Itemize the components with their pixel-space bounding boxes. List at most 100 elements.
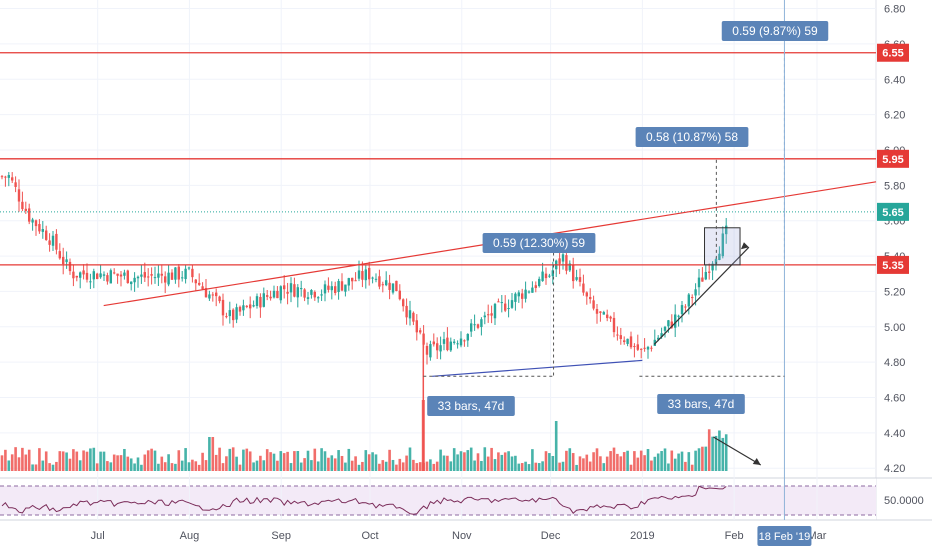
candle-body xyxy=(252,305,255,307)
volume-bar xyxy=(520,463,524,471)
volume-bar xyxy=(578,456,582,471)
candle-body xyxy=(653,339,656,346)
volume-bar xyxy=(398,458,402,471)
candle-body xyxy=(75,275,78,278)
volume-bar xyxy=(660,451,663,471)
volume-bar xyxy=(514,455,517,471)
candle-body xyxy=(259,296,262,308)
candle-body xyxy=(684,306,687,308)
candle-body xyxy=(62,256,65,265)
volume-bar xyxy=(405,455,408,471)
candle-body xyxy=(211,294,214,296)
candle-body xyxy=(208,294,211,299)
candle-body xyxy=(11,177,14,181)
candle-body xyxy=(351,277,354,282)
candle-body xyxy=(395,280,398,292)
volume-bar xyxy=(269,452,272,471)
volume-bar xyxy=(653,456,657,471)
volume-bar xyxy=(123,448,126,471)
volume-bar xyxy=(235,456,238,471)
candle-body xyxy=(626,338,629,344)
candle-body xyxy=(364,269,367,281)
volume-bar xyxy=(174,463,177,471)
candle-body xyxy=(150,274,153,276)
candle-body xyxy=(646,346,650,350)
volume-bar xyxy=(364,450,368,471)
candle-body xyxy=(181,277,184,279)
price-tick-label: 6.40 xyxy=(884,74,905,86)
volume-bar xyxy=(276,460,279,471)
candle-body xyxy=(133,277,136,283)
volume-bar xyxy=(157,463,160,471)
candle-body xyxy=(534,285,537,289)
time-tick-label: Feb xyxy=(725,530,744,542)
candle-body xyxy=(293,284,296,297)
volume-bar xyxy=(293,451,296,471)
volume-bar xyxy=(303,458,306,471)
volume-bar xyxy=(4,449,7,471)
volume-bar xyxy=(153,450,157,471)
volume-bar xyxy=(245,448,249,471)
volume-bar xyxy=(395,464,398,471)
volume-bar xyxy=(673,458,677,471)
volume-bar xyxy=(82,450,85,471)
price-tick-label: 5.20 xyxy=(884,286,905,298)
volume-bar xyxy=(480,460,483,471)
trend-arrow-head xyxy=(740,242,749,250)
candle-body xyxy=(385,280,388,286)
candle-body xyxy=(442,339,446,344)
candle-body xyxy=(680,305,684,315)
volume-bar xyxy=(167,454,170,471)
volume-bar xyxy=(408,447,412,471)
candle-body xyxy=(541,271,544,282)
volume-bar xyxy=(446,455,449,471)
volume-bar xyxy=(361,461,364,471)
measure-top-label: 0.59 (9.87%) 59 xyxy=(732,24,818,38)
candle-body xyxy=(106,275,109,282)
candle-body xyxy=(242,305,245,311)
price-badge: 5.35 xyxy=(882,260,903,272)
volume-bar xyxy=(225,456,228,471)
volume-bar xyxy=(357,464,361,471)
volume-bar xyxy=(177,450,181,471)
volume-bar xyxy=(374,454,378,471)
measure-mid-label-bg xyxy=(635,127,749,147)
volume-bar xyxy=(218,447,221,471)
volume-bar xyxy=(473,460,476,471)
candle-body xyxy=(374,278,378,280)
candle-body xyxy=(232,309,235,321)
volume-bar xyxy=(265,449,269,471)
volume-bar xyxy=(102,451,106,471)
candle-body xyxy=(456,343,459,345)
candle-body xyxy=(323,284,327,294)
time-tick-label: Oct xyxy=(361,530,378,542)
consolidation-box xyxy=(704,227,741,266)
volume-bar xyxy=(140,464,143,471)
candle-body xyxy=(459,338,463,346)
candle-body xyxy=(721,233,724,257)
volume-bar xyxy=(316,461,320,471)
volume-bar xyxy=(354,456,357,471)
candle-body xyxy=(320,294,323,296)
candle-body xyxy=(677,315,680,317)
trend-arrow xyxy=(653,246,750,345)
volume-bar xyxy=(24,454,28,471)
volume-bar xyxy=(510,456,514,471)
candle-body xyxy=(306,297,310,299)
candle-body xyxy=(514,293,517,302)
volume-bar xyxy=(636,457,640,471)
candle-body xyxy=(619,335,622,340)
candle-body xyxy=(697,277,701,288)
candle-body xyxy=(116,273,119,276)
candle-body xyxy=(167,272,170,285)
candle-body xyxy=(96,273,99,280)
volume-bar xyxy=(371,452,374,471)
candle-body xyxy=(616,334,619,336)
candle-body xyxy=(381,284,384,286)
volume-bar xyxy=(599,456,602,471)
candle-body xyxy=(4,176,7,178)
volume-bar xyxy=(106,461,109,471)
measure-left-label-bg xyxy=(482,233,596,253)
